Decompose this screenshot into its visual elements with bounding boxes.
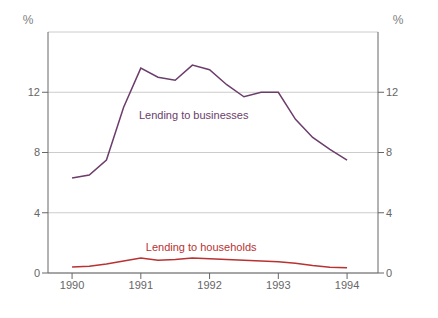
svg-text:0: 0 (34, 267, 40, 279)
svg-text:1993: 1993 (266, 279, 290, 291)
svg-text:1991: 1991 (129, 279, 153, 291)
svg-text:%: % (23, 13, 34, 27)
svg-text:4: 4 (386, 207, 392, 219)
svg-text:0: 0 (386, 267, 392, 279)
svg-text:4: 4 (34, 207, 40, 219)
svg-text:Lending to businesses: Lending to businesses (139, 109, 249, 121)
svg-text:Lending to households: Lending to households (146, 241, 257, 253)
svg-text:8: 8 (386, 146, 392, 158)
svg-text:12: 12 (386, 86, 398, 98)
svg-text:1994: 1994 (335, 279, 359, 291)
svg-text:1990: 1990 (60, 279, 84, 291)
svg-text:8: 8 (34, 146, 40, 158)
svg-text:1992: 1992 (197, 279, 221, 291)
svg-text:12: 12 (28, 86, 40, 98)
svg-text:%: % (393, 13, 404, 27)
